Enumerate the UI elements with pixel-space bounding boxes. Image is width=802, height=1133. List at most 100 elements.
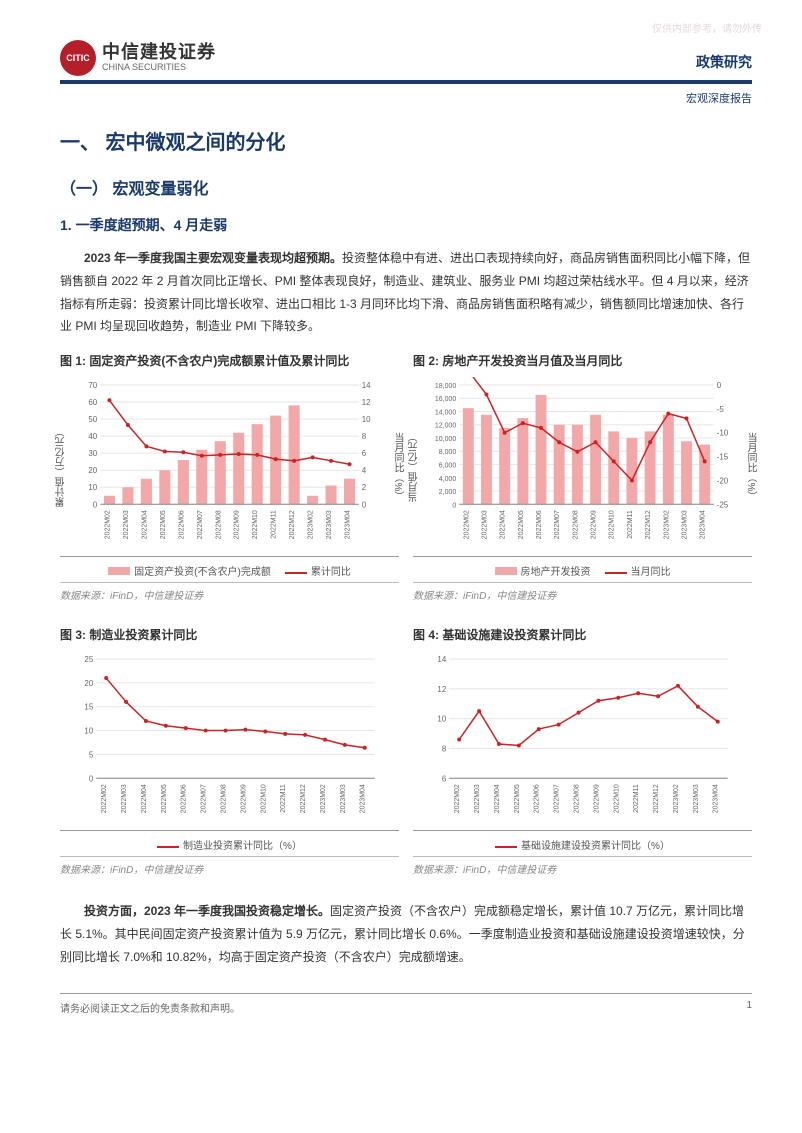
svg-text:14,000: 14,000	[435, 410, 456, 417]
svg-text:2022M04: 2022M04	[141, 784, 148, 813]
svg-text:2022M12: 2022M12	[645, 510, 652, 539]
svg-text:2022M08: 2022M08	[572, 510, 579, 539]
chart-1-legend: 固定资产投资(不含农户)完成额 累计同比	[60, 563, 399, 578]
chart-2-legend: 房地产开发投资 当月同比	[413, 563, 752, 578]
svg-text:2022M10: 2022M10	[609, 510, 616, 539]
svg-text:-20: -20	[717, 477, 729, 486]
paragraph-1: 2023 年一季度我国主要宏观变量表现均超预期。投资整体稳中有进、进出口表现持续…	[60, 247, 752, 338]
chart-2-legend-bar: 房地产开发投资	[521, 567, 591, 578]
svg-text:10: 10	[84, 727, 93, 736]
svg-text:2022M05: 2022M05	[160, 510, 167, 539]
svg-text:2022M09: 2022M09	[240, 784, 247, 813]
svg-text:2022M06: 2022M06	[181, 784, 188, 813]
svg-text:2022M08: 2022M08	[574, 784, 581, 813]
svg-text:8: 8	[362, 432, 367, 441]
svg-text:2022M11: 2022M11	[627, 510, 634, 539]
svg-text:-25: -25	[717, 500, 729, 509]
svg-text:2022M06: 2022M06	[534, 784, 541, 813]
chart-2-source: 数据来源：iFinD，中信建投证券	[413, 582, 752, 602]
logo-cn: 中信建投证券	[102, 43, 216, 63]
svg-text:2023M02: 2023M02	[673, 784, 680, 813]
svg-text:30: 30	[88, 449, 97, 458]
svg-text:2023M02: 2023M02	[663, 510, 670, 539]
svg-text:2023M03: 2023M03	[326, 510, 333, 539]
svg-text:-15: -15	[717, 453, 729, 462]
svg-text:2023M03: 2023M03	[681, 510, 688, 539]
svg-text:2022M07: 2022M07	[197, 510, 204, 539]
svg-text:0: 0	[452, 502, 456, 509]
svg-text:2022M02: 2022M02	[104, 510, 111, 539]
chart-2-title: 图 2: 房地产开发投资当月值及当月同比	[413, 352, 752, 369]
svg-text:2022M03: 2022M03	[123, 510, 130, 539]
chart-3-source: 数据来源：iFinD，中信建投证券	[60, 856, 399, 876]
svg-text:2022M07: 2022M07	[554, 510, 561, 539]
svg-text:2022M04: 2022M04	[500, 510, 507, 539]
svg-text:16,000: 16,000	[435, 396, 456, 403]
page-footer: 请务必阅读正文之后的免责条款和声明。 1	[60, 993, 752, 1015]
chart-1-legend-line: 累计同比	[311, 567, 351, 578]
legend-line-swatch	[495, 846, 517, 848]
svg-text:10: 10	[88, 483, 97, 492]
svg-text:50: 50	[88, 415, 97, 424]
section-heading-1: 一、 宏中微观之间的分化	[60, 126, 752, 155]
logo: CITIC 中信建投证券 CHINA SECURITIES	[60, 40, 216, 76]
legend-line-swatch	[605, 572, 627, 574]
chart-1-title: 图 1: 固定资产投资(不含农户)完成额累计值及累计同比	[60, 352, 399, 369]
svg-text:-10: -10	[717, 429, 729, 438]
svg-text:2022M09: 2022M09	[591, 510, 598, 539]
svg-text:6,000: 6,000	[439, 463, 457, 470]
chart-1-ylabel-left: 累计值（万亿元）	[54, 427, 69, 507]
svg-text:2022M10: 2022M10	[613, 784, 620, 813]
legend-line-swatch	[285, 572, 307, 574]
chart-2-ylabel-right: 当月同比（%）	[743, 432, 758, 501]
svg-text:2022M07: 2022M07	[201, 784, 208, 813]
svg-text:18,000: 18,000	[435, 383, 456, 390]
svg-text:2022M04: 2022M04	[141, 510, 148, 539]
svg-text:12: 12	[362, 398, 371, 407]
svg-text:-5: -5	[717, 405, 725, 414]
svg-text:2022M07: 2022M07	[554, 784, 561, 813]
svg-text:14: 14	[362, 381, 371, 390]
svg-text:2022M02: 2022M02	[463, 510, 470, 539]
svg-text:2022M11: 2022M11	[280, 784, 287, 813]
chart-4: 图 4: 基础设施建设投资累计同比 681012142022M022022M03…	[413, 626, 752, 894]
svg-text:2022M02: 2022M02	[454, 784, 461, 813]
para2-lead: 投资方面，2023 年一季度我国投资稳定增长。	[84, 904, 330, 918]
legend-bar-swatch	[495, 567, 517, 575]
svg-text:2022M06: 2022M06	[536, 510, 543, 539]
svg-text:6: 6	[442, 774, 447, 783]
chart-4-source: 数据来源：iFinD，中信建投证券	[413, 856, 752, 876]
chart-1-ylabel-right: 当月同比（%）	[390, 432, 405, 501]
svg-text:8,000: 8,000	[439, 449, 457, 456]
chart-2-legend-line: 当月同比	[631, 567, 671, 578]
watermark: 仅供内部参考，请勿外传	[652, 20, 762, 35]
svg-text:12,000: 12,000	[435, 423, 456, 430]
svg-text:2022M05: 2022M05	[161, 784, 168, 813]
page-number: 1	[746, 1000, 752, 1015]
svg-text:60: 60	[88, 398, 97, 407]
header-subtitle: 宏观深度报告	[60, 90, 752, 106]
chart-4-legend: 基础设施建设投资累计同比（%）	[413, 837, 752, 852]
chart-2: 图 2: 房地产开发投资当月值及当月同比 当月值（亿元） 当月同比（%） 02,…	[413, 352, 752, 620]
svg-text:2022M12: 2022M12	[300, 784, 307, 813]
logo-icon: CITIC	[60, 40, 96, 76]
svg-text:2022M10: 2022M10	[252, 510, 259, 539]
svg-text:10: 10	[362, 415, 371, 424]
legend-bar-swatch	[108, 567, 130, 575]
svg-text:2022M03: 2022M03	[474, 784, 481, 813]
svg-text:2022M08: 2022M08	[215, 510, 222, 539]
paragraph-2: 投资方面，2023 年一季度我国投资稳定增长。固定资产投资（不含农户）完成额稳定…	[60, 900, 752, 968]
para1-lead: 2023 年一季度我国主要宏观变量表现均超预期。	[84, 251, 342, 265]
svg-text:2023M03: 2023M03	[693, 784, 700, 813]
svg-text:6: 6	[362, 449, 367, 458]
section-heading-3: 1. 一季度超预期、4 月走弱	[60, 215, 752, 235]
svg-text:25: 25	[84, 655, 93, 664]
svg-text:2023M04: 2023M04	[700, 510, 707, 539]
chart-1-legend-bar: 固定资产投资(不含农户)完成额	[134, 567, 271, 578]
svg-text:0: 0	[89, 774, 94, 783]
svg-text:20: 20	[88, 466, 97, 475]
svg-text:2022M02: 2022M02	[101, 784, 108, 813]
logo-en: CHINA SECURITIES	[102, 63, 216, 73]
svg-text:2,000: 2,000	[439, 489, 457, 496]
chart-4-title: 图 4: 基础设施建设投资累计同比	[413, 626, 752, 643]
